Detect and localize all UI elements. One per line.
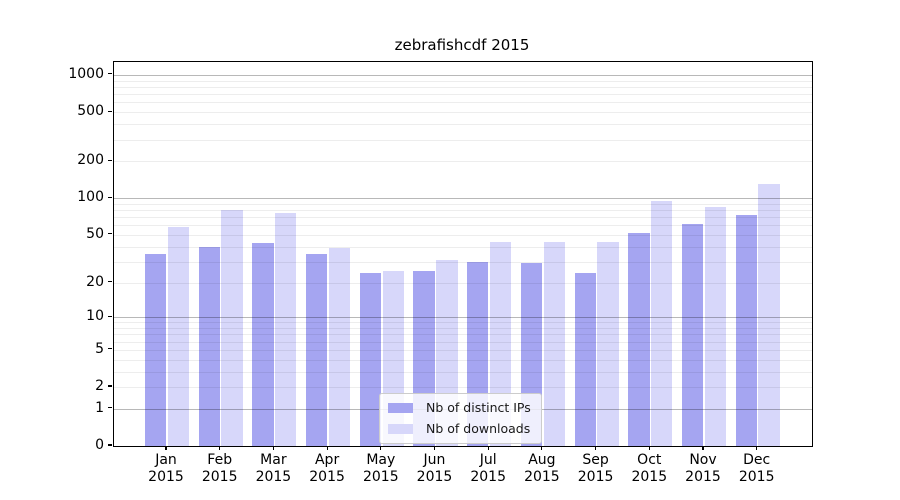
y-tick [108,315,112,317]
y-tick [108,233,112,235]
y-tick [108,280,112,283]
x-tick-label: Mar 2015 [255,452,292,485]
x-tick-label: Nov 2015 [685,452,721,485]
bar-downloads [167,227,190,446]
x-tick-label: Sep 2015 [577,452,614,485]
x-tick-label: Jun 2015 [416,452,453,485]
y-tick-label: 1 [95,399,104,416]
bars-layer [114,62,812,446]
y-tick-label: 20 [86,273,104,290]
x-tick-label: Aug 2015 [524,452,560,485]
bar-distinct-ips [574,273,596,446]
bar-distinct-ips [144,253,167,446]
bar-downloads [704,207,727,446]
bar-distinct-ips [198,246,220,446]
bar-distinct-ips [359,273,382,446]
bar-downloads [221,210,243,446]
y-tick [108,348,112,350]
y-tick-label: 500 [77,103,104,120]
y-tick [108,385,112,387]
x-tick-label: Jan 2015 [148,452,184,485]
bar-distinct-ips [735,214,757,446]
bar-distinct-ips [252,242,274,446]
bar-downloads [328,247,351,446]
y-tick-label: 1000 [68,65,104,82]
y-tick-label: 2 [95,378,104,394]
x-tick-label: Jul 2015 [470,452,507,485]
legend-label-distinct-ips: Nb of distinct IPs [426,400,531,415]
bar-distinct-ips [306,253,328,446]
x-tick-label: Apr 2015 [309,452,345,485]
bar-downloads [758,184,780,446]
bar-distinct-ips [628,232,650,446]
bar-downloads [275,213,297,446]
y-tick-label: 5 [95,340,104,357]
x-tick-label: May 2015 [362,452,399,485]
legend-swatch-distinct-ips [388,402,413,413]
y-tick [108,159,112,161]
bar-downloads [597,241,619,446]
y-tick-label: 200 [77,152,104,169]
x-tick-label: Dec 2015 [738,452,775,485]
y-tick-label: 100 [77,189,104,206]
y-tick [108,407,112,409]
x-tick-label: Feb 2015 [201,452,238,485]
y-tick-label: 0 [95,437,104,453]
bar-distinct-ips [681,224,704,446]
y-tick [108,110,112,112]
y-tick-label: 10 [86,308,104,325]
x-tick-label: Oct 2015 [631,452,668,485]
legend-swatch-downloads [388,423,413,434]
y-tick [108,444,112,446]
legend-label-downloads: Nb of downloads [426,421,531,436]
bar-downloads [651,201,673,446]
y-tick [108,196,112,198]
legend-item-downloads: Nb of downloads [388,421,531,436]
legend-item-distinct-ips: Nb of distinct IPs [388,400,531,415]
y-tick-label: 50 [86,225,104,242]
y-tick [108,73,112,75]
bar-downloads [543,241,565,446]
plot-area: Nb of distinct IPs Nb of downloads [113,61,813,447]
legend: Nb of distinct IPs Nb of downloads [379,393,542,444]
chart-title: zebrafishcdf 2015 [394,36,530,54]
